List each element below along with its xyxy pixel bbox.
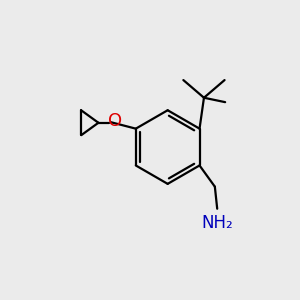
Text: NH₂: NH₂ [201, 214, 233, 232]
Text: O: O [107, 112, 122, 130]
